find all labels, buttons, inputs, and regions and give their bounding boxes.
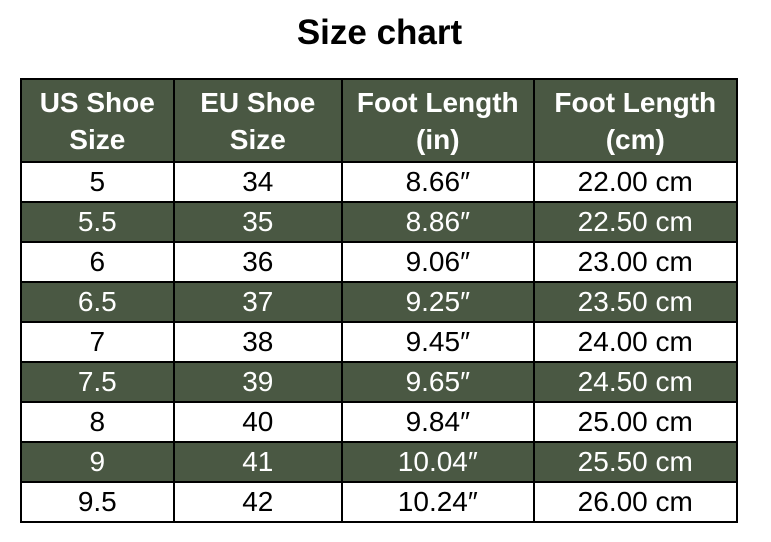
table-cell: 34 xyxy=(172,161,344,203)
header-row: US Shoe Size EU Shoe Size Foot Length (in) Foo… xyxy=(20,78,739,163)
table-cell: 24.00 cm xyxy=(532,321,739,363)
table-row: 6 36 9.06″ 23.00 cm xyxy=(20,241,739,283)
table-cell: 8.66″ xyxy=(341,161,535,203)
table-row: 9.5 42 10.24″ 26.00 cm xyxy=(20,481,739,523)
table-cell: 7 xyxy=(20,321,175,363)
table-cell: 5.5 xyxy=(20,201,175,243)
table-cell: 41 xyxy=(172,441,344,483)
table-cell: 25.00 cm xyxy=(532,401,739,443)
table-cell: 22.00 cm xyxy=(532,161,739,203)
table-cell: 22.50 cm xyxy=(532,201,739,243)
table-cell: 9.45″ xyxy=(341,321,535,363)
table-cell: 9 xyxy=(20,441,175,483)
table-row: 7.5 39 9.65″ 24.50 cm xyxy=(20,361,739,403)
table-row: 5 34 8.66″ 22.00 cm xyxy=(20,161,739,203)
table-cell: 39 xyxy=(172,361,344,403)
table-cell: 9.65″ xyxy=(341,361,535,403)
table-row: 5.5 35 8.86″ 22.50 cm xyxy=(20,201,739,243)
table-cell: 40 xyxy=(172,401,344,443)
table-cell: 37 xyxy=(172,281,344,323)
column-header-line: (cm) xyxy=(605,123,665,155)
table-cell: 35 xyxy=(172,201,344,243)
table-cell: 24.50 cm xyxy=(532,361,739,403)
column-header-line: EU Shoe xyxy=(200,86,316,118)
page-title: Size chart xyxy=(296,13,463,52)
table-cell: 23.50 cm xyxy=(532,281,739,323)
column-header-line: (in) xyxy=(416,123,460,155)
column-header-line: US Shoe xyxy=(39,86,155,118)
table-cell: 42 xyxy=(172,481,344,523)
table-cell: 9.5 xyxy=(20,481,175,523)
table-cell: 8 xyxy=(20,401,175,443)
table-cell: 9.06″ xyxy=(341,241,535,283)
column-header-line: Foot Length xyxy=(356,86,519,118)
size-chart-table: US Shoe Size EU Shoe Size Foot Length (in) Foo… xyxy=(20,78,739,523)
table-cell: 23.00 cm xyxy=(532,241,739,283)
table-cell: 10.04″ xyxy=(341,441,535,483)
table-cell: 9.25″ xyxy=(341,281,535,323)
table-cell: 6 xyxy=(20,241,175,283)
table-row: 8 40 9.84″ 25.00 cm xyxy=(20,401,739,443)
table-cell: 9.84″ xyxy=(341,401,535,443)
table-row: 7 38 9.45″ 24.00 cm xyxy=(20,321,739,363)
table-cell: 26.00 cm xyxy=(532,481,739,523)
table-row: 9 41 10.04″ 25.50 cm xyxy=(20,441,739,483)
table-cell: 6.5 xyxy=(20,281,175,323)
table-row: 6.5 37 9.25″ 23.50 cm xyxy=(20,281,739,323)
table-cell: 38 xyxy=(172,321,344,363)
table-cell: 36 xyxy=(172,241,344,283)
column-header-line: Size xyxy=(69,123,126,155)
column-header: Foot Length (cm) xyxy=(532,78,739,163)
column-header: EU Shoe Size xyxy=(172,78,344,163)
table-cell: 8.86″ xyxy=(341,201,535,243)
column-header: Foot Length (in) xyxy=(341,78,535,163)
column-header: US Shoe Size xyxy=(20,78,175,163)
column-header-line: Foot Length xyxy=(554,86,717,118)
table-cell: 5 xyxy=(20,161,175,203)
column-header-line: Size xyxy=(229,123,286,155)
table-cell: 10.24″ xyxy=(341,481,535,523)
table-cell: 7.5 xyxy=(20,361,175,403)
table-cell: 25.50 cm xyxy=(532,441,739,483)
